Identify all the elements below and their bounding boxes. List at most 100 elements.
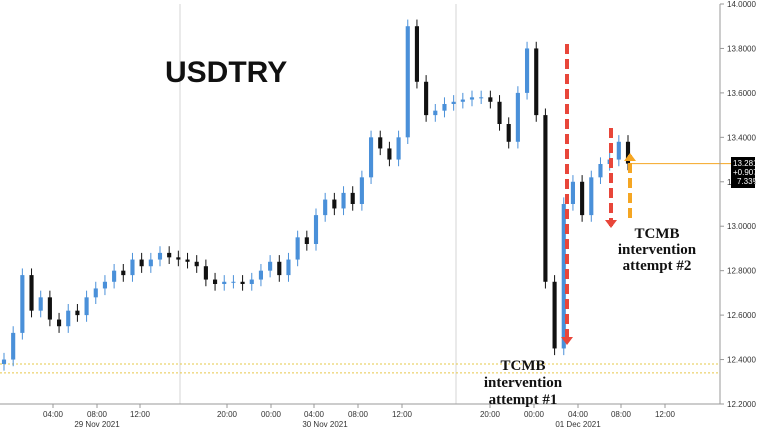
candle-body	[148, 259, 153, 267]
candle-body	[249, 279, 254, 284]
reference-lines	[0, 363, 720, 374]
x-tick-label: 12:00	[130, 410, 151, 419]
candle-body	[469, 97, 475, 100]
y-tick-label: 13.0000	[727, 222, 756, 231]
x-tick-label: 08:00	[87, 410, 108, 419]
candle-body	[424, 81, 429, 116]
candle-body	[442, 104, 447, 111]
x-tick-label: 04:00	[568, 410, 589, 419]
annotation-2-line-1: TCMB	[635, 226, 680, 242]
last-price-pct: 7.33%	[737, 177, 760, 186]
y-tick-label: 14.0000	[727, 0, 756, 9]
annotation-attempt-1: TCMB intervention attempt #1	[484, 358, 563, 408]
candle-body	[47, 297, 52, 320]
candle-body	[75, 310, 80, 316]
candle-body	[387, 148, 392, 160]
annotation-1-line-1: TCMB	[501, 358, 546, 374]
x-tick-label: 04:00	[304, 410, 325, 419]
candle-body	[121, 270, 126, 276]
candle-body	[56, 319, 62, 327]
candle-body	[38, 297, 43, 311]
date-label: 01 Dec 2021	[555, 420, 601, 428]
candle-body	[515, 92, 520, 142]
last-price-value: 13.2817	[733, 159, 762, 168]
candle-body	[203, 266, 208, 280]
x-tick-label: 04:00	[43, 410, 64, 419]
candle-body	[20, 275, 25, 333]
annotation-2-line-3: attempt #2	[623, 258, 692, 274]
annotation-arrows	[561, 44, 731, 345]
candle-body	[616, 141, 621, 160]
candle-body	[414, 26, 420, 82]
candle-body	[304, 237, 309, 244]
candle-body	[11, 332, 16, 360]
candle-body	[534, 48, 539, 116]
candle-body	[460, 99, 465, 102]
candle-body	[433, 110, 438, 116]
candle-body	[479, 97, 484, 99]
last-price-tag-bg	[731, 157, 755, 188]
candle-body	[102, 281, 108, 289]
candle-body	[157, 252, 163, 260]
candle-body	[29, 275, 34, 311]
arrow-attempt-1-head	[561, 337, 573, 345]
x-tick-label: 20:00	[480, 410, 501, 419]
y-tick-label: 13.4000	[727, 133, 756, 142]
candle-body	[1, 359, 7, 364]
candle-body	[561, 204, 566, 349]
candle-body	[222, 281, 227, 284]
candle-body	[332, 199, 337, 209]
candle-body	[268, 261, 273, 271]
y-tick-label: 12.8000	[727, 267, 756, 276]
candle-body	[167, 252, 172, 258]
candle-body	[405, 26, 410, 138]
candle-body	[580, 181, 585, 216]
candle-body	[506, 124, 511, 142]
candle-body	[625, 141, 631, 164]
candle-body	[488, 97, 493, 102]
candle-body	[359, 177, 364, 204]
candle-body	[231, 281, 236, 283]
grid	[179, 4, 457, 404]
candle-body	[112, 270, 117, 282]
candle-body	[552, 281, 557, 349]
candle-body	[93, 288, 98, 298]
x-tick-label: 12:00	[655, 410, 676, 419]
y-tick-label: 12.6000	[727, 311, 756, 320]
candle-body	[139, 259, 144, 267]
candle-body	[130, 259, 135, 276]
y-tick-label: 13.8000	[727, 44, 756, 53]
candle-body	[350, 192, 355, 204]
y-tick-label: 12.2000	[727, 400, 756, 409]
candle-body	[295, 237, 300, 260]
last-price-tag: 13.2817 +0.9075 7.33%	[731, 157, 763, 188]
candle-body	[396, 137, 401, 160]
candle-body	[313, 215, 319, 244]
candle-body	[543, 115, 548, 282]
annotation-1-line-2: intervention	[484, 375, 563, 391]
candle-body	[84, 297, 89, 316]
last-price-change: +0.9075	[733, 168, 763, 177]
x-tick-label: 00:00	[524, 410, 545, 419]
candle-body	[451, 101, 456, 104]
candle-body	[277, 261, 282, 276]
candle-body	[497, 101, 502, 124]
candles	[1, 19, 631, 371]
x-tick-label: 20:00	[217, 410, 238, 419]
y-tick-label: 12.4000	[727, 356, 756, 365]
chart-title: USDTRY	[165, 56, 287, 89]
x-tick-label: 08:00	[348, 410, 369, 419]
candle-body	[598, 164, 603, 178]
candle-body	[176, 257, 181, 260]
arrow-attempt-2-head	[605, 220, 617, 228]
annotation-2-line-2: intervention	[618, 242, 697, 258]
date-label: 30 Nov 2021	[302, 420, 348, 428]
candle-body	[194, 261, 199, 267]
axes: 14.000013.800013.600013.400013.200013.00…	[0, 0, 756, 428]
candle-body	[323, 199, 328, 216]
candle-body	[570, 181, 576, 204]
candle-body	[286, 259, 291, 276]
date-label: 29 Nov 2021	[74, 420, 120, 428]
